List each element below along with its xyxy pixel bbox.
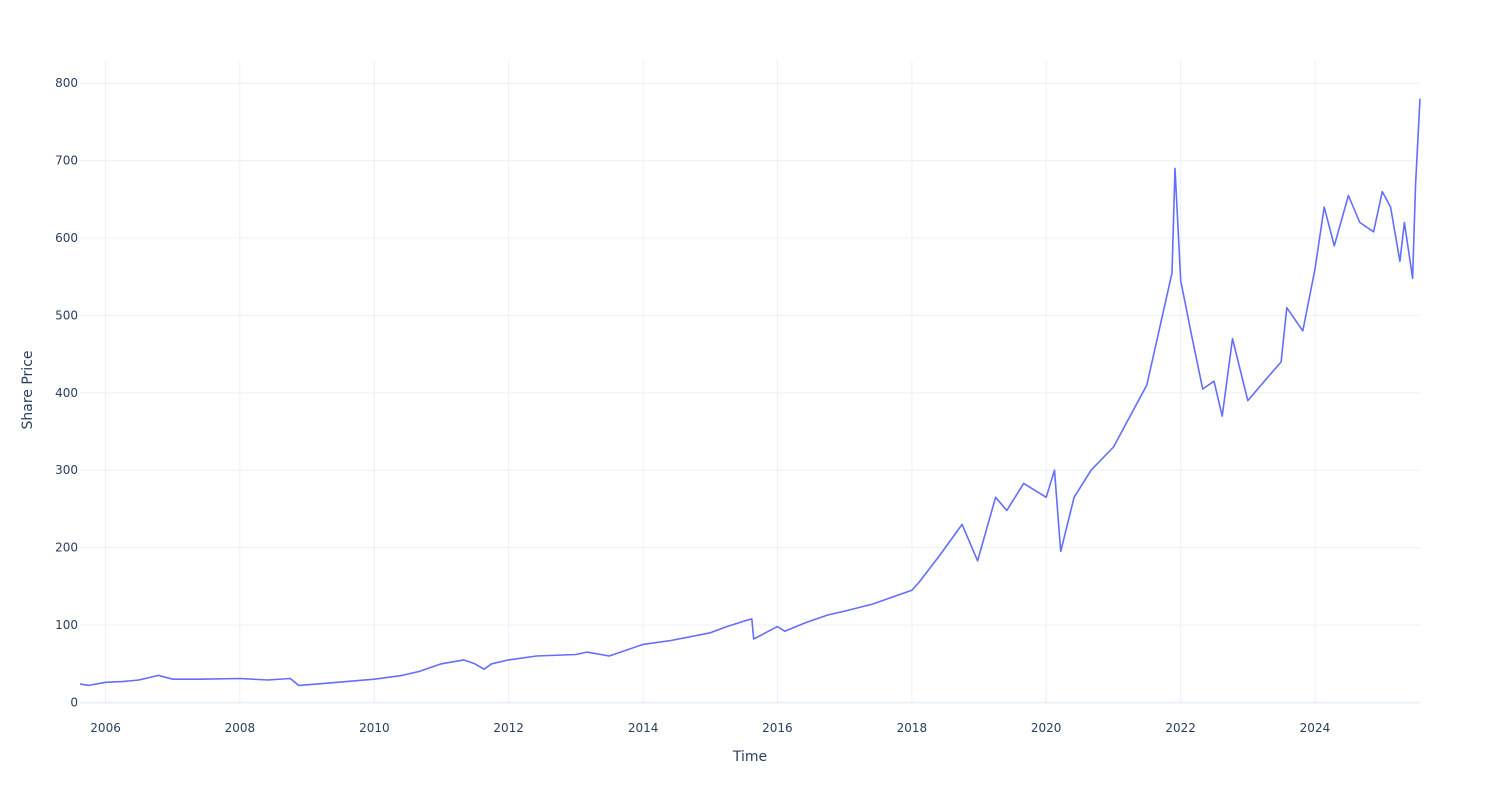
x-gridlines [105,60,1316,704]
x-tick-label: 2010 [359,721,390,735]
y-tick-labels: 0 100 200 300 400 500 600 700 800 [55,76,78,709]
y-tick-label: 100 [55,618,78,632]
y-gridlines [80,82,1420,626]
y-tick-label: 800 [55,76,78,90]
y-tick-label: 600 [55,231,78,245]
y-tick-label: 400 [55,386,78,400]
y-tick-label: 500 [55,308,78,322]
y-tick-label: 300 [55,463,78,477]
x-tick-labels: 2006 2008 2010 2012 2014 2016 2018 2020 2022 2024 [90,721,1330,735]
x-tick-label: 2008 [225,721,256,735]
y-tick-label: 200 [55,541,78,555]
y-tick-label: 700 [55,154,78,168]
x-tick-label: 2024 [1300,721,1331,735]
y-tick-label: 0 [70,695,78,709]
x-tick-label: 2012 [493,721,524,735]
y-axis-title: Share Price [20,350,36,429]
x-tick-label: 2014 [628,721,659,735]
x-axis-title: Time [732,749,767,765]
series-line-0 [79,98,1421,687]
x-tick-label: 2020 [1031,721,1062,735]
x-tick-label: 2016 [762,721,793,735]
x-tick-label: 2018 [897,721,928,735]
x-tick-label: 2022 [1165,721,1196,735]
x-tick-label: 2006 [90,721,121,735]
series-layer [79,98,1421,687]
